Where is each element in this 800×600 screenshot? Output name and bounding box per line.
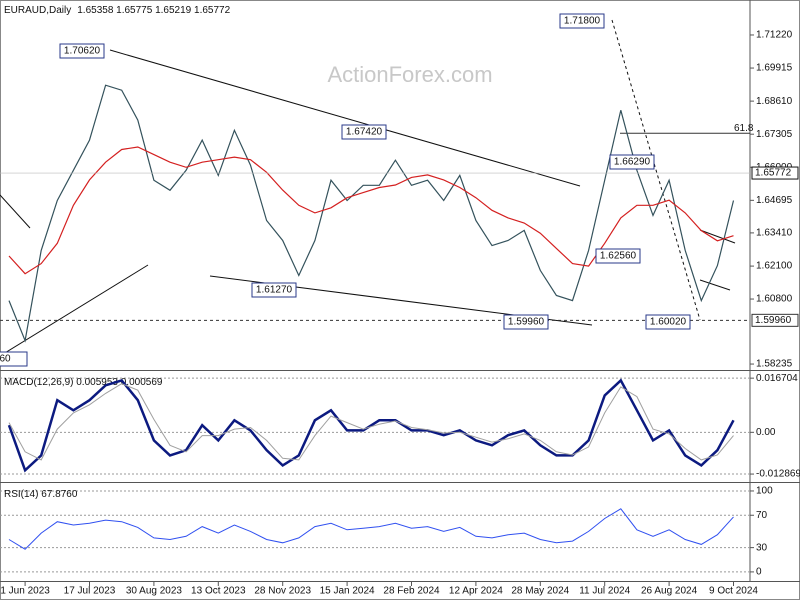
x-tick-label: 15 Jan 2024: [320, 586, 375, 597]
title: MACD(12,26,9) 0.005953 0.000569: [4, 377, 163, 388]
annotation-box: [59, 43, 105, 59]
annotation-box: [341, 124, 387, 140]
series-line: [8, 508, 734, 550]
x-tick-label: 30 Aug 2023: [126, 586, 183, 597]
annotation-box: [503, 314, 549, 330]
x-tick-label: 26 Aug 2024: [641, 586, 698, 597]
pane-title: EURAUD,Daily 1.65358 1.65775 1.65219 1.65…: [4, 5, 231, 16]
price-box: [751, 313, 799, 327]
y-tick-label: 1.64695: [756, 195, 793, 206]
y-tick-label: 1.60800: [756, 294, 793, 305]
price-label: 1.59960: [755, 315, 792, 326]
y-tick-label: 1.69915: [756, 63, 793, 74]
annotation: 1.71800: [564, 16, 601, 27]
x-tick-label: 28 May 2024: [511, 586, 569, 597]
trend-line: [611, 19, 701, 321]
annotation: 1.70620: [64, 46, 101, 57]
y-tick-label: 1.68610: [756, 96, 793, 107]
annotation: 1.60020: [650, 317, 687, 328]
y-tick-label: 0: [756, 567, 762, 578]
y-tick-label: 0.00: [756, 427, 776, 438]
annotation-box: [595, 248, 641, 264]
x-tick-label: 1 Jun 2023: [0, 586, 50, 597]
y-tick-label: 100: [756, 486, 773, 497]
y-tick-label: 70: [756, 510, 768, 521]
fib-label: 61.8: [734, 123, 754, 134]
y-tick-label: 1.71220: [756, 30, 793, 41]
price-label: 1.65772: [755, 168, 792, 179]
x-tick-label: 12 Apr 2024: [449, 586, 503, 597]
annotation-box: [251, 282, 297, 298]
annotation-box: [645, 314, 691, 330]
annotation: 1.67420: [346, 127, 383, 138]
annotation: 1.66290: [614, 157, 651, 168]
annotation: 1.59960: [508, 317, 545, 328]
price-box: [751, 166, 799, 180]
trend-line: [699, 229, 736, 244]
y-tick-label: 1.58235: [756, 359, 793, 370]
trend-line: [0, 194, 31, 229]
annotation: 1.61270: [256, 285, 293, 296]
annotation-box: [0, 351, 28, 367]
annotation: 60: [0, 354, 11, 365]
x-tick-label: 9 Oct 2024: [709, 586, 758, 597]
x-tick-label: 28 Feb 2024: [383, 586, 440, 597]
series-line: [7, 378, 735, 473]
series-line: [8, 84, 735, 343]
y-tick-label: 1.63410: [756, 228, 793, 239]
x-tick-label: 13 Oct 2023: [191, 586, 246, 597]
y-tick-label: -0.012869: [756, 469, 800, 480]
y-tick-label: 1.67305: [756, 129, 793, 140]
series-line: [8, 383, 734, 461]
series-line: [8, 146, 734, 275]
pane-title: RSI(14) 67.8760: [4, 489, 78, 500]
trend-line: [109, 49, 581, 187]
title: RSI(14) 67.8760: [4, 489, 78, 500]
x-tick-label: 28 Nov 2023: [254, 586, 311, 597]
x-tick-label: 17 Jul 2023: [64, 586, 116, 597]
annotation: 1.62560: [600, 251, 637, 262]
pane-title: MACD(12,26,9) 0.005953 0.000569: [4, 377, 163, 388]
y-tick-label: 30: [756, 542, 768, 553]
trend-line: [699, 279, 731, 291]
y-tick-label: 1.62100: [756, 261, 793, 272]
subtitle: 1.65358 1.65775 1.65219 1.65772: [77, 5, 230, 16]
watermark: ActionForex.com: [327, 62, 492, 87]
title: EURAUD,Daily: [4, 5, 71, 16]
annotation-box: [559, 13, 605, 29]
annotation-box: [609, 154, 655, 170]
x-tick-label: 11 Jul 2024: [579, 586, 630, 597]
y-tick-label: 0.016704: [756, 373, 798, 384]
